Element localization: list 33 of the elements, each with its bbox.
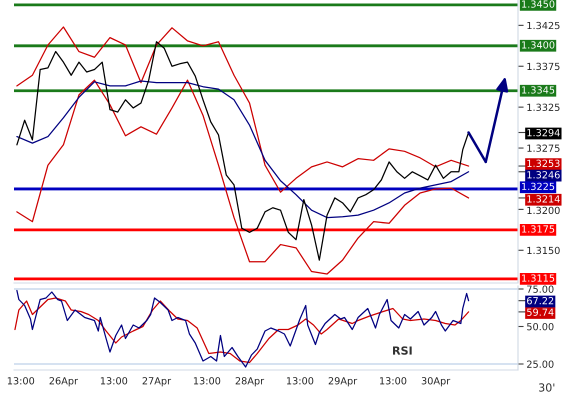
x-tick-label: 26Apr (50, 377, 78, 386)
x-tick-label: 13:00 (194, 377, 220, 384)
y-tick-label: 25.00 (527, 360, 554, 368)
ref-line-label: 1.3400 (522, 41, 554, 49)
y-tick-label: 1.3375 (527, 62, 560, 70)
y-tick-label: 1.3253 (527, 160, 560, 167)
y-tick-label: 1.3325 (527, 104, 560, 111)
y-tick-label: 59.74 (527, 308, 554, 316)
text: 30' (539, 383, 554, 392)
y-tick-label: 75.00 (527, 285, 554, 293)
y-tick-label: 1.3425 (527, 22, 560, 30)
ref-line-label: 1.3225 (522, 182, 554, 190)
annotation: RSI (393, 346, 412, 355)
y-tick-label: 1.3200 (527, 206, 560, 214)
y-tick-label: 1.3275 (527, 144, 560, 152)
x-tick-label: 13:00 (286, 377, 314, 384)
x-tick-label: 13:00 (100, 377, 128, 384)
y-tick-label: 67.22 (527, 297, 554, 304)
x-tick-label: 13:00 (380, 377, 406, 384)
x-tick-label: 30Apr (422, 377, 450, 386)
x-tick-label: 28Apr (236, 377, 264, 386)
ref-line-label: 1.3175 (522, 225, 554, 233)
ref-line-label: 1.3345 (522, 86, 554, 94)
x-tick-label: 13:00 (8, 377, 34, 384)
ref-line-label: 1.3115 (522, 274, 554, 282)
y-tick-label: 50.00 (527, 322, 554, 330)
y-tick-label: 1.3214 (527, 195, 560, 203)
y-tick-label: 1.3294 (527, 128, 560, 136)
y-tick-label: 1.3150 (527, 246, 560, 254)
y-tick-label: 1.3246 (527, 171, 560, 178)
x-tick-label: 27Apr (142, 377, 172, 386)
ref-line-label: 1.3450 (522, 0, 554, 8)
x-tick-label: 29Apr (328, 377, 358, 386)
